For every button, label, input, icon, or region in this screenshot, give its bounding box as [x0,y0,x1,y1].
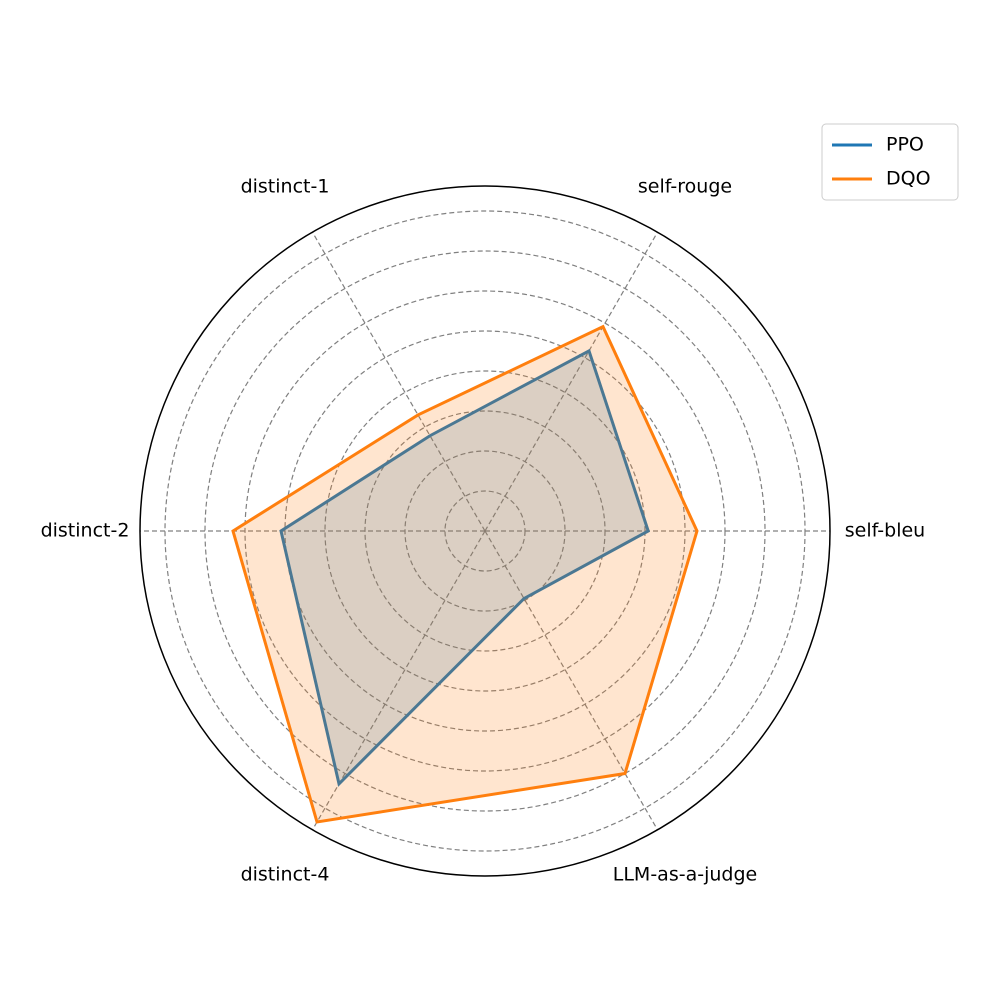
outer-frame [139,185,831,877]
axis-label: self-rouge [638,176,732,198]
legend-label: DQO [886,168,931,190]
spoke [484,530,659,831]
axis-label: self-bleu [845,520,925,542]
legend-box [821,123,959,201]
series-line [231,324,699,824]
series-area [233,326,697,822]
spoke [311,530,486,831]
spoke [484,231,659,532]
axis-label: LLM-as-a-judge [613,863,757,885]
spoke [311,231,486,532]
series-line [279,348,651,787]
axis-label: distinct-4 [241,863,330,885]
legend-label: PPO [886,134,924,156]
series-area [281,350,649,784]
axis-label: distinct-2 [41,520,130,542]
axis-label: distinct-1 [241,176,330,198]
